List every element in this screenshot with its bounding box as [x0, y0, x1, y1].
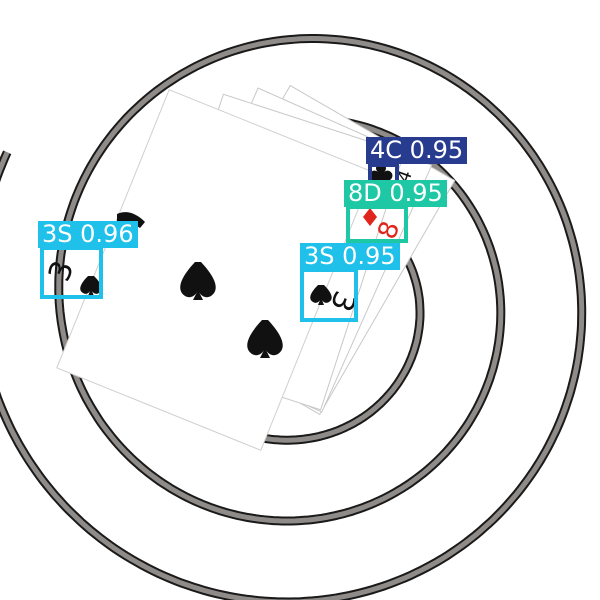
detection-score: 0.95 — [409, 136, 464, 164]
detection-label-3s-left: 3S 0.96 — [38, 221, 138, 248]
spiral-fill — [0, 36, 585, 600]
detection-class: 8D — [348, 179, 382, 207]
corner-spade — [80, 276, 102, 296]
corner-diamond — [363, 208, 377, 226]
detection-label-4c: 4C 0.95 — [366, 136, 468, 164]
detection-score: 0.96 — [80, 220, 134, 248]
spade-pip — [247, 320, 283, 358]
spade-pip-partial — [117, 212, 145, 228]
detection-box-8d — [346, 205, 408, 243]
spade-pip — [180, 262, 216, 300]
detection-label-3s-right: 3S 0.95 — [300, 243, 400, 270]
detection-class: 3S — [42, 220, 73, 248]
detection-label-8d: 8D 0.95 — [344, 180, 447, 207]
detection-box-3s-left — [40, 246, 103, 299]
detection-class: 3S — [304, 242, 335, 270]
detection-score: 0.95 — [389, 179, 443, 207]
spiral-shape — [0, 34, 587, 600]
detection-class: 4C — [370, 136, 403, 164]
detection-score: 0.95 — [342, 242, 396, 270]
corner-spade — [310, 285, 332, 305]
detection-box-3s-right — [300, 268, 358, 322]
